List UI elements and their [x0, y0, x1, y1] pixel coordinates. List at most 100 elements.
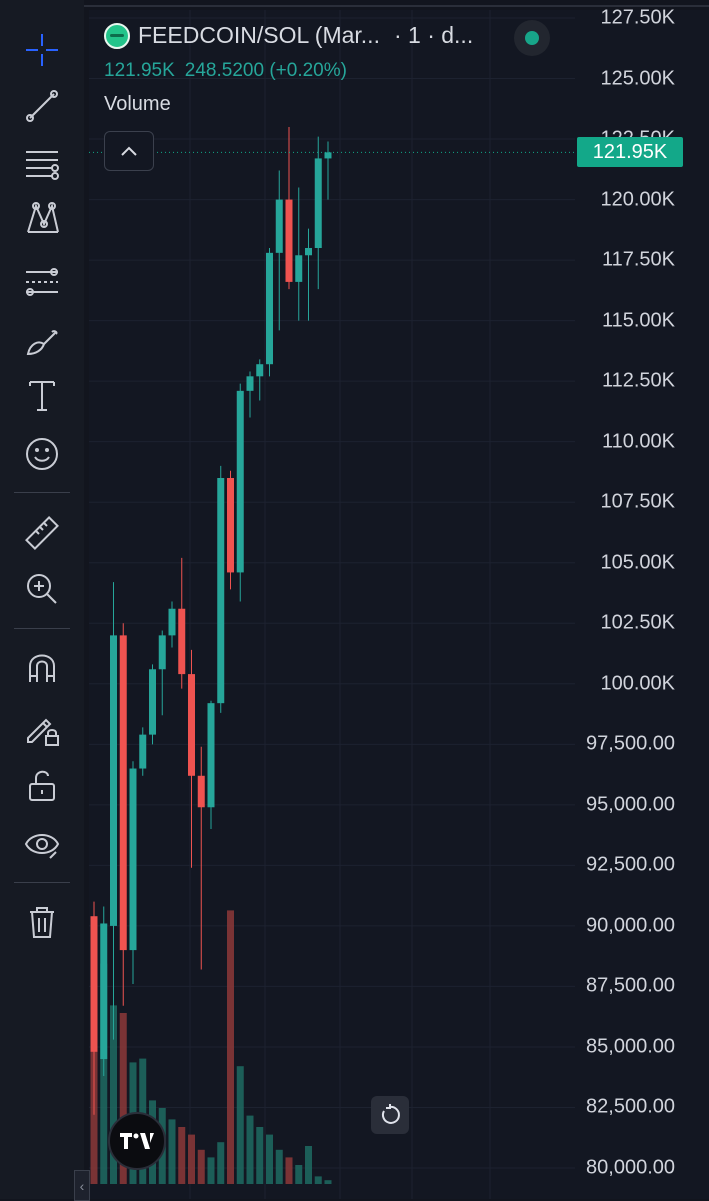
- tv-logo-icon: [120, 1133, 154, 1149]
- price-tick-label: 127.50K: [600, 6, 675, 29]
- candle-body: [217, 478, 225, 704]
- price-tick-label: 95,000.00: [586, 793, 675, 816]
- candle-body: [236, 390, 244, 573]
- volume-bar: [285, 1157, 293, 1184]
- volume-bar: [188, 1134, 195, 1184]
- volume-indicator-label[interactable]: Volume: [104, 93, 171, 115]
- reset-icon: [381, 1104, 400, 1124]
- ruler-icon[interactable]: [18, 509, 66, 557]
- candle-body: [275, 199, 283, 253]
- volume-bar: [110, 1005, 117, 1184]
- price-tick-label: 120.00K: [600, 188, 675, 211]
- price-tick-label: 90,000.00: [586, 914, 675, 937]
- trend-line-icon[interactable]: [18, 82, 66, 130]
- trash-icon[interactable]: [18, 898, 66, 946]
- collapse-legend-button[interactable]: [104, 131, 154, 171]
- candle-body: [129, 768, 137, 951]
- crosshair-icon[interactable]: [18, 26, 66, 74]
- candle-body: [158, 635, 166, 670]
- price-tick-label: 115.00K: [601, 309, 675, 332]
- candle-body: [256, 364, 264, 377]
- price-tick-label: 107.50K: [600, 490, 675, 513]
- scroll-left-button[interactable]: ‹: [74, 1170, 90, 1201]
- candle-body: [100, 923, 108, 1060]
- tradingview-logo[interactable]: [108, 1112, 166, 1170]
- volume-bar: [217, 1142, 225, 1184]
- top-border: [0, 5, 709, 7]
- candle-body: [197, 775, 205, 808]
- coin-logo-icon: [104, 22, 130, 49]
- volume-bar: [266, 1134, 273, 1184]
- volume-bar: [207, 1157, 215, 1184]
- text-icon[interactable]: [18, 372, 66, 420]
- volume-bar: [236, 1066, 244, 1184]
- volume-bar: [227, 910, 234, 1184]
- lock-drawing-icon[interactable]: [18, 704, 66, 752]
- volume-bar: [295, 1165, 303, 1184]
- emoji-icon[interactable]: [18, 430, 66, 478]
- volume-bar: [314, 1176, 322, 1184]
- price-tick-label: 92,500.00: [586, 853, 675, 876]
- volume-bar: [246, 1115, 254, 1184]
- candle-body: [188, 674, 195, 776]
- candle-body: [90, 916, 98, 1052]
- chevron-up-icon: [121, 146, 137, 156]
- candle-body: [295, 255, 303, 282]
- candle-body: [110, 635, 117, 926]
- volume-bar: [275, 1149, 283, 1184]
- candle-body: [139, 734, 147, 769]
- last-price-badge: 121.95K: [577, 137, 683, 168]
- market-open-icon: [525, 31, 539, 45]
- price-tick-label: 100.00K: [600, 672, 675, 695]
- magnet-icon[interactable]: [18, 644, 66, 692]
- price-tick-label: 117.50K: [601, 248, 675, 271]
- volume-bar: [324, 1180, 332, 1184]
- symbol-name[interactable]: FEEDCOIN/SOL (Mar...: [138, 22, 380, 48]
- chart-legend[interactable]: FEEDCOIN/SOL (Mar... · 1 · d...: [104, 22, 473, 49]
- pattern-icon[interactable]: [18, 194, 66, 242]
- toolbar-divider: [14, 628, 70, 629]
- eye-icon[interactable]: [18, 820, 66, 868]
- candle-body: [305, 248, 312, 256]
- price-tick-label: 105.00K: [600, 551, 675, 574]
- volume-bar: [256, 1127, 264, 1184]
- market-status-indicator[interactable]: [514, 20, 550, 56]
- price-tick-label: 82,500.00: [586, 1095, 675, 1118]
- candle-body: [266, 252, 273, 365]
- candle-body: [119, 635, 127, 951]
- fib-lines-icon[interactable]: [18, 138, 66, 186]
- prediction-icon[interactable]: [18, 258, 66, 306]
- chart-panel[interactable]: [89, 10, 709, 1199]
- drawing-toolbar: [0, 0, 84, 1199]
- candle-body: [149, 669, 156, 735]
- price-tick-label: 87,500.00: [586, 974, 675, 997]
- candle-body: [178, 608, 186, 675]
- price-tick-label: 112.50K: [601, 369, 675, 392]
- price-tick-label: 80,000.00: [586, 1156, 675, 1179]
- volume-bar: [178, 1127, 186, 1184]
- price-tick-label: 97,500.00: [586, 732, 675, 755]
- toolbar-divider: [14, 882, 70, 883]
- candle-body: [246, 376, 254, 391]
- price-tick-label: 85,000.00: [586, 1035, 675, 1058]
- volume-bar: [119, 1013, 127, 1184]
- candle-body: [324, 152, 332, 159]
- legend-last-value: 121.95K: [104, 60, 175, 81]
- candle-body: [314, 158, 322, 248]
- legend-change: 248.5200 (+0.20%): [184, 60, 347, 81]
- legend-values: 121.95K 248.5200 (+0.20%): [104, 60, 357, 82]
- volume-bar: [197, 1149, 205, 1184]
- reset-chart-button[interactable]: [371, 1096, 409, 1134]
- candle-body: [168, 608, 176, 636]
- candle-body: [207, 703, 215, 808]
- brush-icon[interactable]: [18, 316, 66, 364]
- unlock-icon[interactable]: [18, 762, 66, 810]
- candle-body: [285, 199, 293, 282]
- zoom-in-icon[interactable]: [18, 565, 66, 613]
- price-tick-label: 102.50K: [600, 611, 675, 634]
- volume-bar: [305, 1146, 312, 1184]
- price-tick-label: 125.00K: [600, 67, 675, 90]
- interval-label[interactable]: · 1 · d...: [393, 22, 474, 48]
- volume-bar: [168, 1119, 176, 1184]
